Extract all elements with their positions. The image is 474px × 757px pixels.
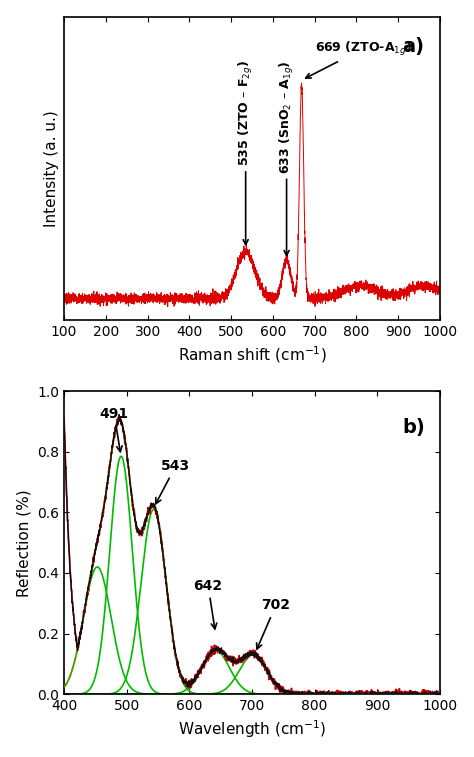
Text: b): b) (402, 418, 425, 437)
X-axis label: Wavelength (cm$^{-1}$): Wavelength (cm$^{-1}$) (178, 718, 326, 740)
Text: 642: 642 (193, 578, 223, 629)
X-axis label: Raman shift (cm$^{-1}$): Raman shift (cm$^{-1}$) (178, 344, 326, 365)
Text: 669 (ZTO-A$_{1g}$): 669 (ZTO-A$_{1g}$) (306, 40, 411, 78)
Text: 491: 491 (100, 407, 129, 452)
Text: 535 (ZTO – F$_{2g}$): 535 (ZTO – F$_{2g}$) (237, 60, 255, 245)
Y-axis label: Intensity (a. u.): Intensity (a. u.) (44, 110, 58, 226)
Text: 633 (SnO$_2$ – A$_{1g}$): 633 (SnO$_2$ – A$_{1g}$) (278, 60, 296, 256)
Text: a): a) (402, 38, 425, 57)
Y-axis label: Reflection (%): Reflection (%) (17, 489, 32, 597)
Text: 543: 543 (156, 459, 190, 503)
Text: 702: 702 (256, 598, 290, 649)
